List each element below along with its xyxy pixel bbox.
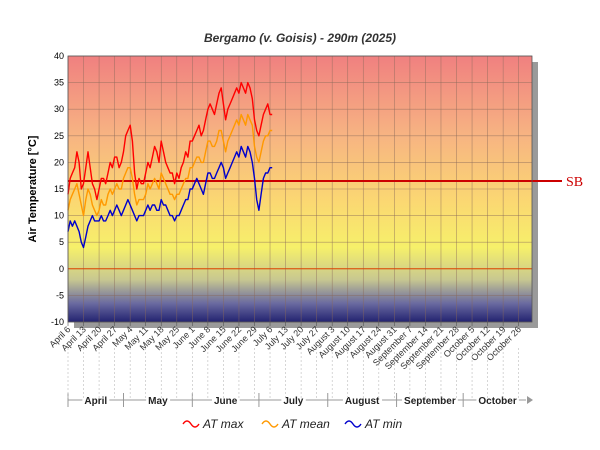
series-line-at-min (67, 145, 273, 249)
month-label: October (478, 396, 516, 407)
y-tick-label: 30 (54, 104, 64, 114)
month-label: July (283, 396, 303, 407)
month-label: June (214, 396, 238, 407)
month-axis-arrow (527, 396, 533, 404)
y-tick-label: 10 (54, 211, 64, 221)
legend-label: AT mean (281, 417, 330, 431)
month-label-bg (402, 396, 458, 407)
chart-title: Bergamo (v. Goisis) - 290m (2025) (204, 31, 396, 45)
reference-line-label: SB (566, 175, 583, 190)
month-label: April (84, 396, 107, 407)
y-tick-label: 35 (54, 78, 64, 88)
month-label: August (345, 396, 380, 407)
y-tick-label: 0 (59, 264, 64, 274)
legend-swatch (261, 420, 279, 428)
legend-label: AT min (364, 417, 402, 431)
month-label-bg (211, 396, 240, 407)
y-axis-label: Air Temperature [°C] (27, 135, 39, 242)
month-label: May (148, 396, 168, 407)
legend-swatch (182, 420, 200, 428)
month-label-bg (476, 396, 519, 407)
month-label-bg (82, 396, 110, 407)
y-tick-label: -5 (56, 290, 64, 300)
y-tick-label: 40 (54, 51, 64, 61)
month-bracket: April May June July August September October (67, 393, 533, 407)
month-label-bg (146, 396, 171, 407)
month-label-bg (281, 396, 306, 407)
month-label: September (404, 396, 456, 407)
legend-swatch (344, 420, 362, 428)
legend-label: AT max (202, 417, 244, 431)
y-tick-label: 15 (54, 184, 64, 194)
series-line-at-mean (67, 113, 273, 217)
y-tick-label: 20 (54, 157, 64, 167)
y-tick-label: -10 (51, 317, 64, 327)
plot-frame (67, 55, 533, 323)
month-label-bg (342, 396, 383, 407)
y-tick-label: 25 (54, 131, 64, 141)
y-tick-label: 5 (59, 237, 64, 247)
series-line-at-max (67, 81, 273, 201)
